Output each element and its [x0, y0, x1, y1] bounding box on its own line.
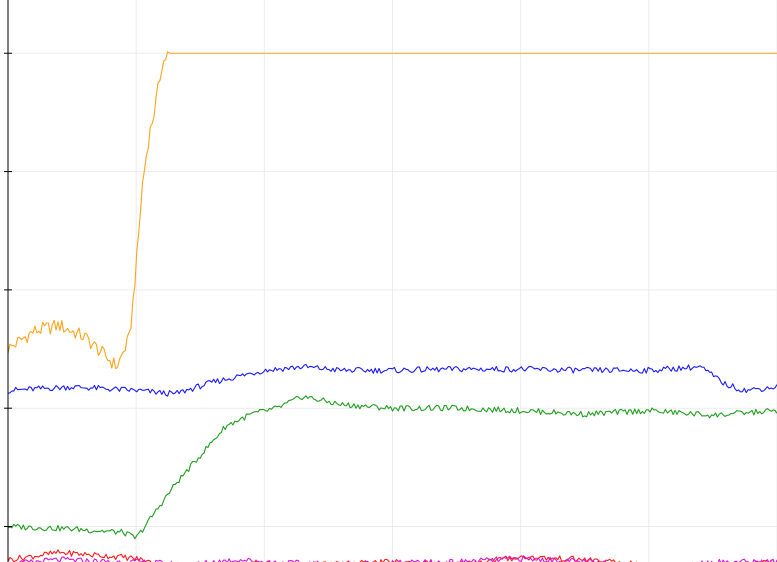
- axes: [4, 0, 12, 562]
- series-group: [7, 51, 777, 562]
- series-line-1: [7, 51, 777, 370]
- series-line-5: [13, 555, 777, 562]
- series-line-3: [7, 395, 777, 540]
- series-line-2: [7, 363, 777, 397]
- grid: [8, 0, 777, 562]
